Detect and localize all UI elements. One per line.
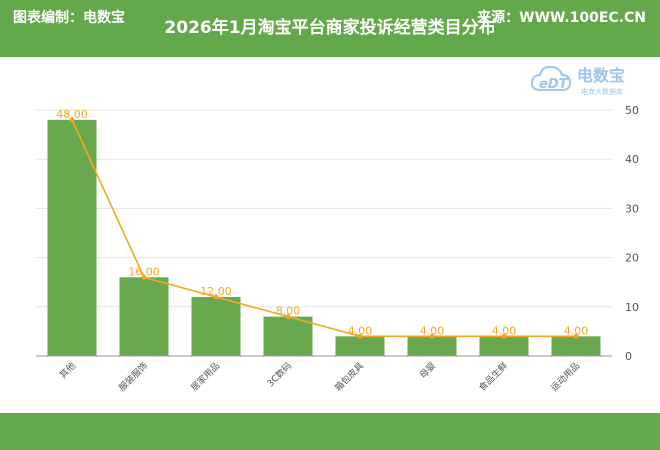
data-label: 4.00 [564, 324, 589, 337]
data-label: 12.00 [200, 285, 232, 298]
bar [551, 336, 601, 356]
trend-point [357, 333, 363, 339]
footer-source: 来源：WWW.100EC.CN [477, 10, 646, 26]
bar [479, 336, 529, 356]
y-tick-label: 50 [625, 104, 639, 117]
bar [263, 316, 313, 356]
trend-point [429, 333, 435, 339]
data-label: 16.00 [128, 265, 160, 278]
data-label: 4.00 [492, 324, 517, 337]
cloud-logo-icon: eDT 电数宝 电商大数据库 [530, 65, 625, 96]
trend-point [573, 333, 579, 339]
x-tick-label: 箱包皮具 [332, 360, 366, 394]
x-tick-label: 母婴 [418, 360, 439, 381]
trend-point [501, 333, 507, 339]
x-tick-label: 其他 [57, 360, 78, 381]
y-tick-label: 0 [625, 350, 632, 363]
data-label: 4.00 [348, 324, 373, 337]
logo-mark: eDT [539, 77, 569, 92]
x-tick-labels: 其他 服装服饰 居家用品 3C数码 箱包皮具 母婴 食品生鲜 运动用品 [57, 360, 582, 394]
trend-point [69, 117, 75, 123]
header-bar [0, 0, 660, 57]
bar [191, 296, 241, 356]
x-tick-label: 居家用品 [188, 360, 222, 394]
bar [47, 119, 97, 356]
data-label: 8.00 [276, 305, 301, 318]
bar-line-chart: 0 10 20 30 40 50 其他 服装服饰 居家用品 3C数码 箱包皮具 母婴 食品生鲜 运动用品… [36, 104, 639, 394]
y-tick-label: 20 [625, 252, 639, 265]
trend-point [141, 274, 147, 280]
trend-line [71, 119, 576, 338]
logo-tagline: 电商大数据库 [581, 87, 623, 96]
logo-name: 电数宝 [577, 66, 625, 85]
bar [335, 336, 385, 356]
x-tick-label: 服装服饰 [116, 360, 150, 394]
data-label: 4.00 [420, 324, 445, 337]
y-tick-label: 10 [625, 301, 639, 314]
trend-point [285, 314, 291, 320]
y-tick-label: 40 [625, 153, 639, 166]
x-tick-label: 食品生鲜 [476, 360, 510, 394]
chart-title: 2026年1月淘宝平台商家投诉经营类目分布 [164, 18, 496, 38]
trend-point [213, 294, 219, 300]
data-labels: 48.00 16.00 12.00 8.00 4.00 4.00 4.00 4.00 [56, 108, 588, 337]
trend-line-group [69, 117, 579, 339]
bar [119, 277, 169, 356]
y-tick-label: 30 [625, 202, 639, 215]
x-tick-label: 3C数码 [264, 360, 294, 390]
bar [407, 336, 457, 356]
y-tick-labels: 0 10 20 30 40 50 [625, 104, 639, 363]
footer-compiler: 图表编制：电数宝 [13, 10, 125, 26]
footer-bar [0, 413, 660, 450]
bars-group [47, 119, 601, 356]
brand-logo: eDT 电数宝 电商大数据库 [527, 60, 657, 100]
grid-lines [36, 109, 612, 308]
x-tick-label: 运动用品 [549, 360, 582, 393]
data-label: 48.00 [56, 108, 88, 121]
